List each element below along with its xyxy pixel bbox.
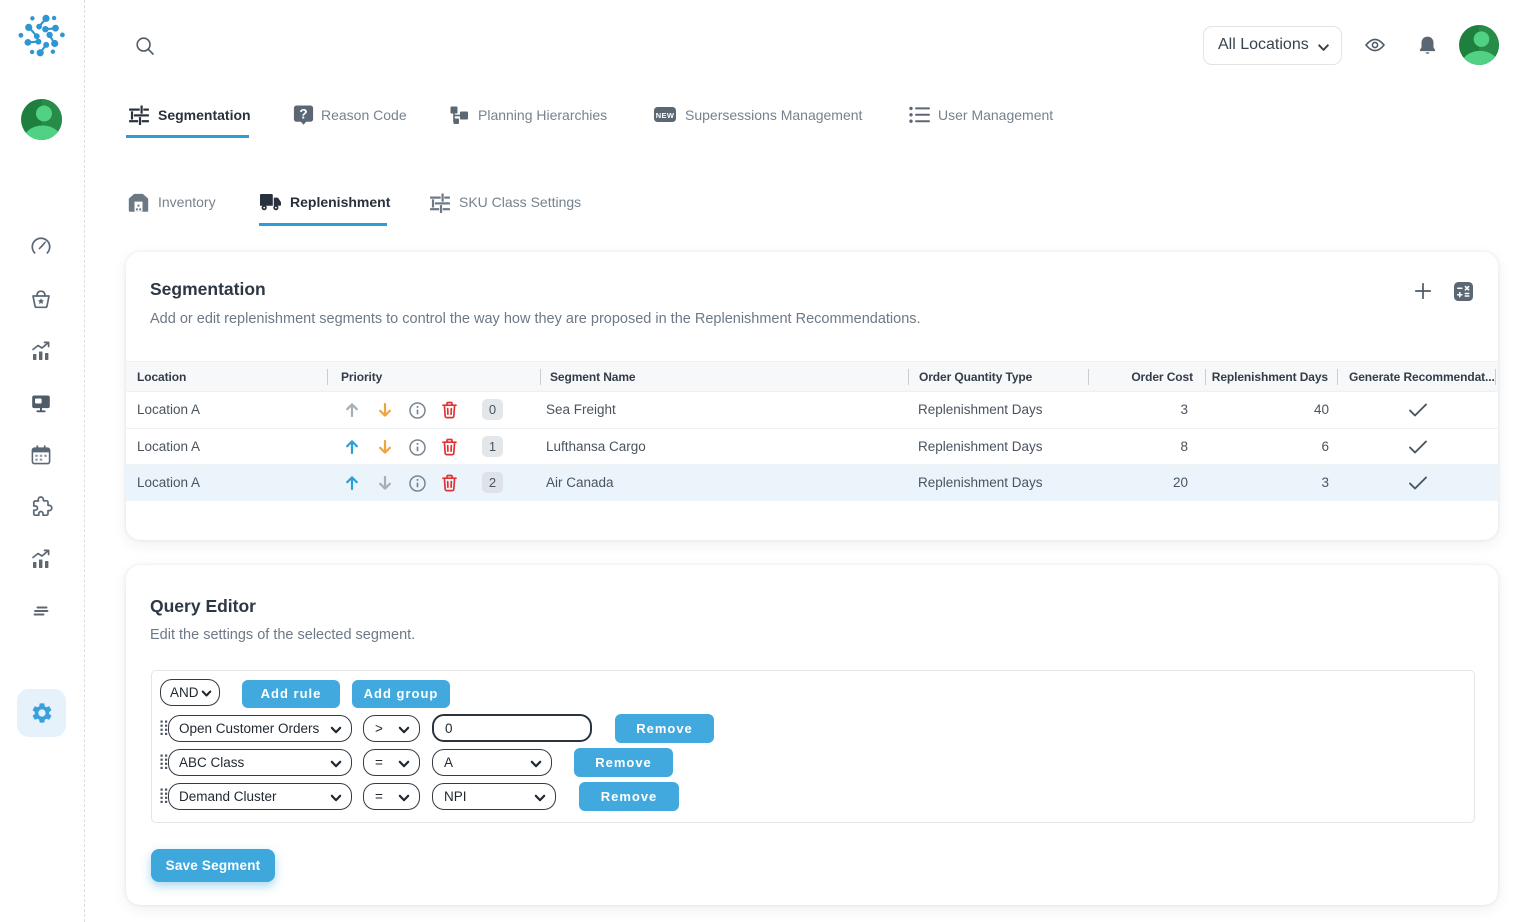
svg-text:?: ? (299, 107, 307, 122)
svg-text:NEW: NEW (656, 111, 675, 120)
